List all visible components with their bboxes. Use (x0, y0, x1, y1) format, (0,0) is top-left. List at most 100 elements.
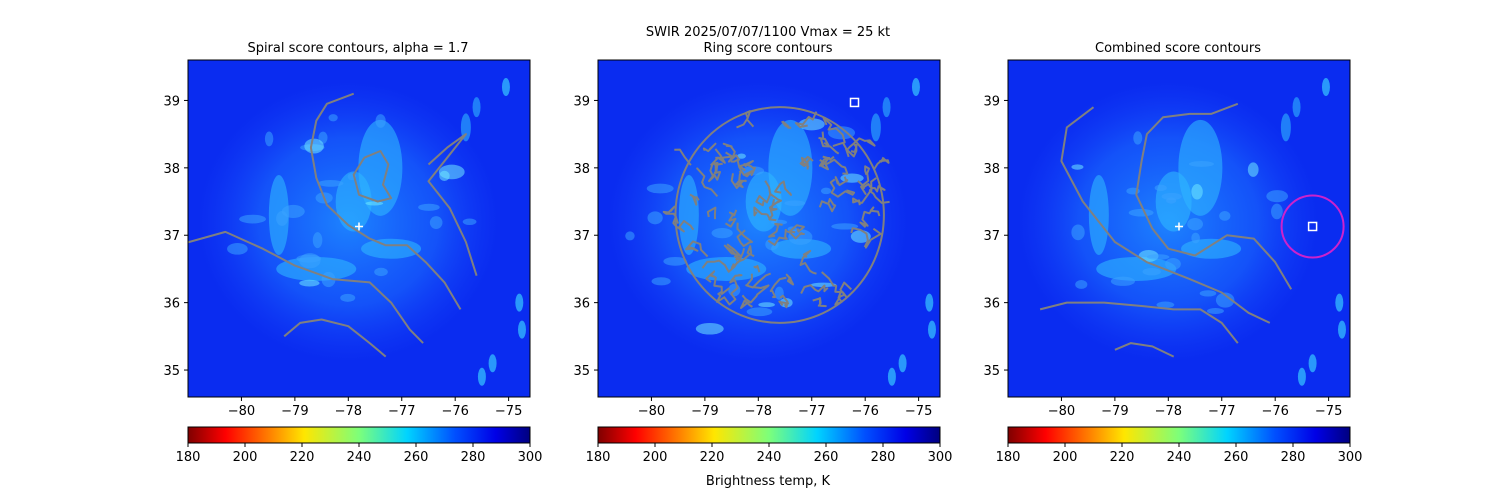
ring-contour (800, 156, 810, 170)
figure-suptitle: SWIR 2025/07/07/1100 Vmax = 25 kt (646, 25, 890, 40)
convective-core (472, 97, 481, 118)
ring-contour (812, 297, 827, 308)
cloud-patch (438, 164, 465, 180)
cloud-patch (462, 218, 477, 226)
ring-contour (800, 284, 829, 294)
y-tick-label: 38 (983, 162, 1000, 177)
colorbar-tick-label: 240 (1167, 450, 1192, 465)
cloud-patch (663, 256, 687, 266)
colorbar-tick-label: 200 (1053, 450, 1078, 465)
panel-title: Ring score contours (703, 41, 832, 56)
cloud-patch (328, 114, 338, 122)
cloud-patch (831, 223, 859, 230)
y-tick-label: 36 (983, 297, 1000, 312)
x-tick-label: −75 (1315, 404, 1342, 419)
colorbar-tick-label: 300 (928, 450, 953, 465)
cloud-patch (625, 231, 635, 241)
x-tick-label: −79 (1101, 404, 1128, 419)
ring-contour (818, 136, 830, 147)
score-contour (352, 150, 393, 203)
colorbar-tick-label: 180 (176, 450, 201, 465)
cloud-patch (1165, 257, 1181, 271)
ring-contour (785, 273, 795, 286)
convective-core (1181, 238, 1242, 259)
cloud-patch (1188, 161, 1214, 167)
convective-core (335, 171, 372, 232)
x-tick-label: −77 (1208, 404, 1235, 419)
ring-contour (745, 272, 772, 289)
cloud-patch (239, 214, 266, 224)
colorbar: 180 200 220 240 260 280 300 (176, 426, 542, 465)
panel-title: Spiral score contours, alpha = 1.7 (247, 41, 468, 56)
colorbar-gradient (597, 426, 941, 444)
cloud-patch (340, 293, 356, 302)
cloud-patch (515, 293, 524, 312)
ring-contour (769, 276, 787, 299)
x-tick-label: −80 (228, 404, 255, 419)
cloud-patch (695, 322, 724, 335)
cloud-patch (429, 216, 443, 229)
convective-core (460, 113, 471, 142)
y-tick-label: 39 (163, 94, 180, 109)
ring-contour (730, 158, 753, 178)
ring-contour (702, 142, 717, 153)
y-tick-label: 35 (163, 364, 180, 379)
score-contour (1135, 102, 1293, 290)
score-circle (1280, 194, 1345, 259)
panel-title: Combined score contours (1095, 41, 1261, 56)
cloud-patch (887, 367, 896, 386)
colorbar-tick-label: 260 (404, 450, 429, 465)
cloud-patch (1219, 211, 1231, 221)
cloud-patch (1071, 164, 1084, 170)
cloud-patch (304, 138, 324, 154)
score-contour (1060, 106, 1271, 324)
colorbar-tick-label: 300 (1338, 450, 1363, 465)
colorbar-tick-label: 180 (586, 450, 611, 465)
y-tick-label: 35 (983, 364, 1000, 379)
x-tick-label: −77 (798, 404, 825, 419)
panel-spiral: Spiral score contours, alpha = 1.7 −80 −7… (163, 41, 542, 465)
cloud-patch (1247, 162, 1259, 177)
panel-combined: Combined score contours −80 −79 −78 −77 −76−… (983, 41, 1362, 465)
ring-contour (794, 111, 818, 128)
ring-contour (859, 206, 881, 228)
ring-contour (818, 198, 837, 213)
x-tick-label: −76 (441, 404, 468, 419)
convective-core (870, 113, 881, 142)
x-tick-label: −80 (638, 404, 665, 419)
score-contour (283, 318, 387, 358)
ring-contour (685, 240, 709, 258)
score-contour (309, 92, 462, 310)
center-marker (355, 222, 363, 231)
ring-contour (857, 180, 886, 193)
x-tick-label: −78 (745, 404, 772, 419)
cloud-patch (418, 203, 440, 211)
ring-contour (731, 245, 755, 269)
convective-core (771, 238, 832, 259)
cloud-patch (758, 302, 775, 308)
cloud-patch (1335, 293, 1344, 312)
colorbar-tick-label: 260 (814, 450, 839, 465)
ring-contour (821, 271, 852, 298)
ring-contour (799, 155, 814, 167)
x-tick-label: −78 (335, 404, 362, 419)
square-marker (849, 97, 860, 108)
colorbar-tick-label: 180 (996, 450, 1021, 465)
cloud-patch (1146, 254, 1170, 260)
colorbar-tick-label: 220 (290, 450, 315, 465)
cloud-patch (1187, 217, 1204, 231)
ring-contour (829, 178, 856, 198)
colorbar-tick-label: 280 (871, 450, 896, 465)
cloud-patch (317, 179, 344, 187)
ring-contour (845, 143, 858, 158)
ring-contour (819, 158, 849, 175)
cloud-patch (281, 204, 305, 218)
ring-contour (736, 222, 753, 248)
convective-core (276, 256, 357, 281)
cloud-patch (1154, 184, 1167, 192)
cloud-patch (737, 153, 746, 159)
x-tick-label: −75 (905, 404, 932, 419)
cloud-patch (646, 183, 674, 194)
x-tick-label: −75 (495, 404, 522, 419)
ring-contour (705, 270, 731, 295)
